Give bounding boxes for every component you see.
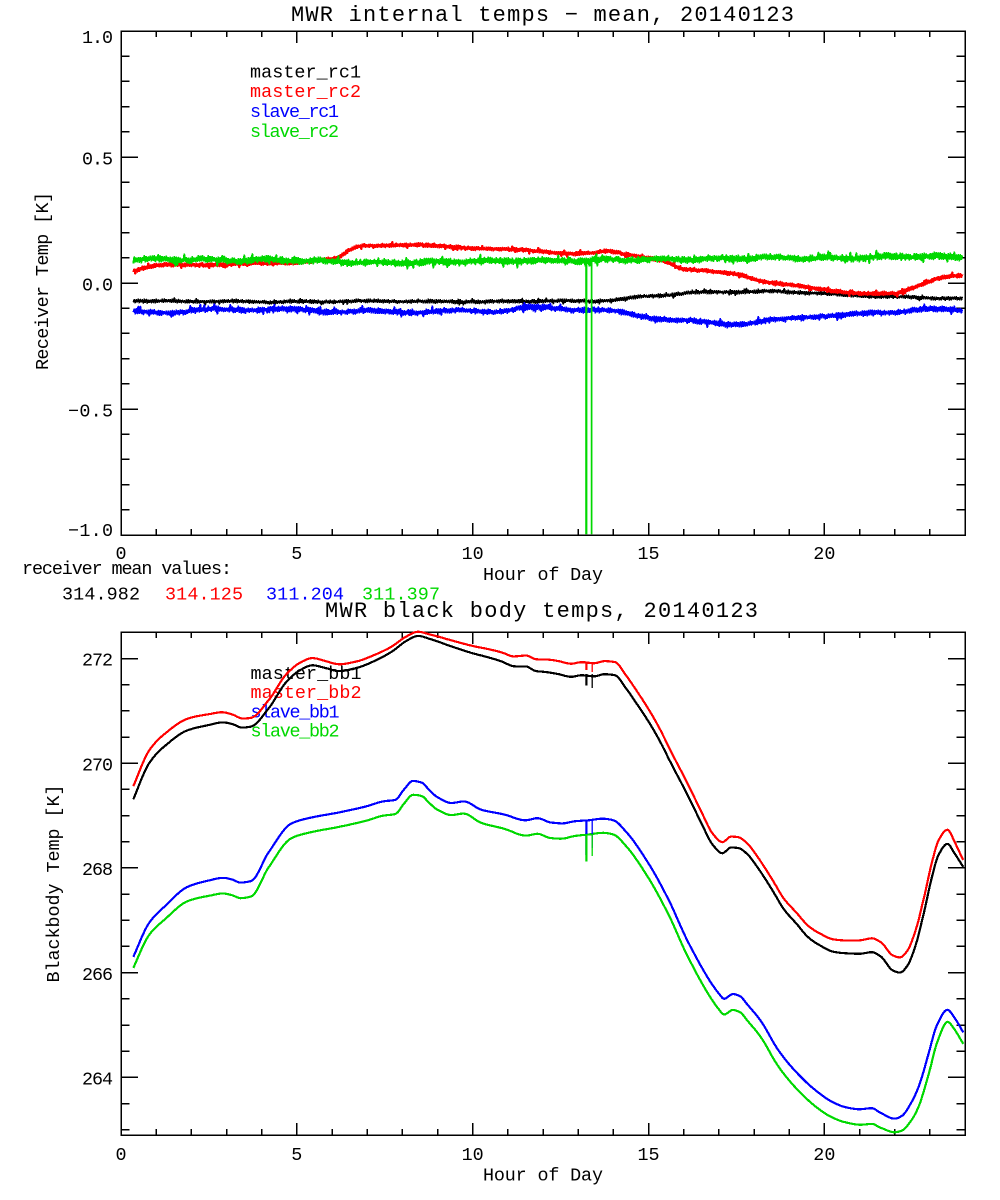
svg-text:272: 272 <box>82 651 113 672</box>
svg-text:1.0: 1.0 <box>82 28 113 49</box>
svg-text:20: 20 <box>813 544 835 565</box>
svg-text:−0.5: −0.5 <box>68 401 113 422</box>
svg-text:−1.0: −1.0 <box>68 521 113 542</box>
svg-text:0.0: 0.0 <box>82 275 113 296</box>
svg-text:0.5: 0.5 <box>82 149 113 170</box>
svg-text:270: 270 <box>82 755 113 776</box>
svg-text:slave_bb1: slave_bb1 <box>251 702 340 723</box>
svg-text:master_rc1: master_rc1 <box>250 62 361 83</box>
svg-text:slave_rc2: slave_rc2 <box>250 122 339 143</box>
svg-text:Hour of Day: Hour of Day <box>483 1166 603 1187</box>
svg-text:0: 0 <box>115 1145 126 1166</box>
svg-text:master_bb2: master_bb2 <box>251 683 362 704</box>
svg-text:314.982: 314.982 <box>62 585 140 606</box>
svg-text:20: 20 <box>813 1145 835 1166</box>
svg-text:Hour of Day: Hour of Day <box>483 565 603 586</box>
svg-text:master_rc2: master_rc2 <box>250 82 361 103</box>
svg-text:10: 10 <box>462 544 484 565</box>
svg-text:266: 266 <box>82 965 113 986</box>
svg-text:311.397: 311.397 <box>362 585 440 606</box>
svg-text:15: 15 <box>637 544 659 565</box>
svg-text:264: 264 <box>82 1070 113 1091</box>
svg-text:311.204: 311.204 <box>266 585 344 606</box>
svg-text:Receiver Temp [K]: Receiver Temp [K] <box>33 192 54 370</box>
svg-text:5: 5 <box>291 1145 302 1166</box>
svg-text:15: 15 <box>637 1145 659 1166</box>
svg-text:receiver mean values:: receiver mean values: <box>22 559 232 580</box>
svg-text:0: 0 <box>115 544 126 565</box>
svg-text:5: 5 <box>291 544 302 565</box>
svg-text:10: 10 <box>462 1145 484 1166</box>
svg-text:268: 268 <box>82 860 113 881</box>
svg-text:MWR internal temps − mean, 201: MWR internal temps − mean, 20140123 <box>291 3 794 28</box>
svg-text:slave_bb2: slave_bb2 <box>251 722 340 743</box>
svg-text:Blackbody Temp [K]: Blackbody Temp [K] <box>44 785 65 983</box>
svg-text:314.125: 314.125 <box>165 585 243 606</box>
svg-text:slave_rc1: slave_rc1 <box>250 102 339 123</box>
